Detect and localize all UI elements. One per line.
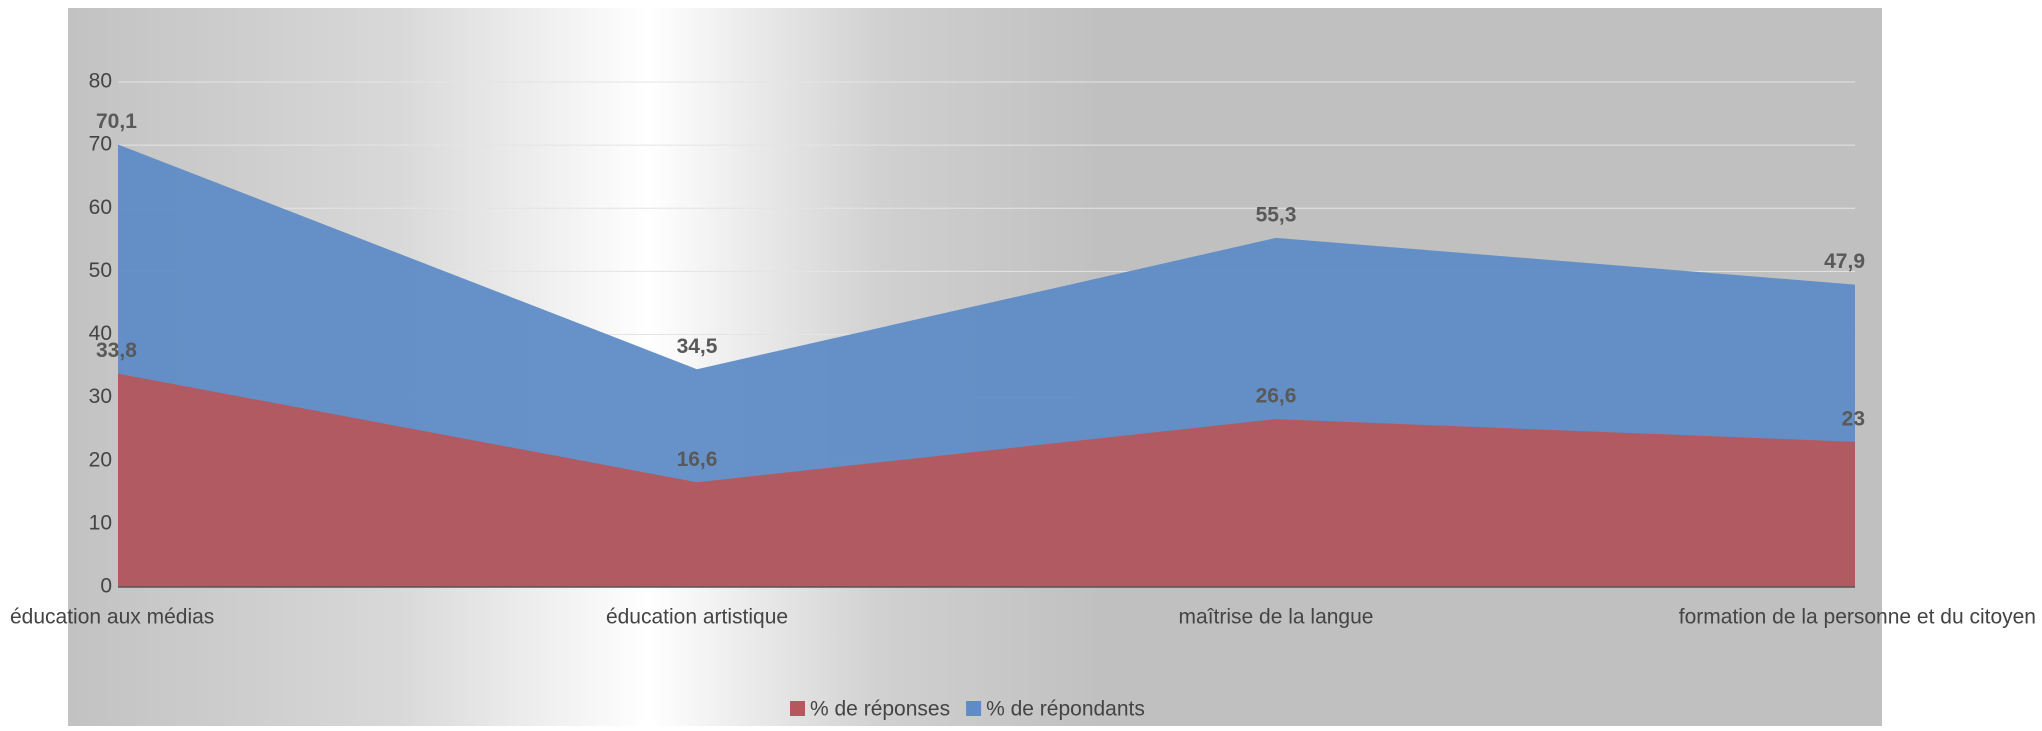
y-tick-label: 70 <box>89 133 112 156</box>
y-tick-label: 10 <box>89 511 112 534</box>
y-tick-label: 20 <box>89 448 112 471</box>
y-tick-label: 60 <box>89 196 112 219</box>
y-tick-label: 40 <box>89 322 112 345</box>
data-label: 16,6 <box>677 448 718 471</box>
y-tick-label: 50 <box>89 259 112 282</box>
x-tick-label: éducation artistique <box>606 606 788 629</box>
x-tick-label: formation de la personne et du citoyen <box>1679 606 2036 629</box>
data-label: 70,1 <box>96 110 137 133</box>
y-tick-label: 0 <box>100 575 112 598</box>
legend-label: % de réponses <box>810 698 950 721</box>
y-tick-label: 80 <box>89 70 112 93</box>
legend-label: % de répondants <box>986 698 1145 721</box>
data-label: 23 <box>1842 407 1865 430</box>
data-label: 33,8 <box>96 339 137 362</box>
y-tick-label: 30 <box>89 385 112 408</box>
data-label: 26,6 <box>1256 385 1297 408</box>
legend-swatch <box>966 701 982 716</box>
data-label: 34,5 <box>677 335 718 358</box>
area <box>118 373 1855 587</box>
data-label: 47,9 <box>1824 250 1865 273</box>
data-label: 55,3 <box>1256 203 1297 226</box>
legend-swatch <box>790 701 805 716</box>
x-tick-label: maîtrise de la langue <box>1179 606 1374 629</box>
x-tick-label: éducation aux médias <box>10 606 214 629</box>
